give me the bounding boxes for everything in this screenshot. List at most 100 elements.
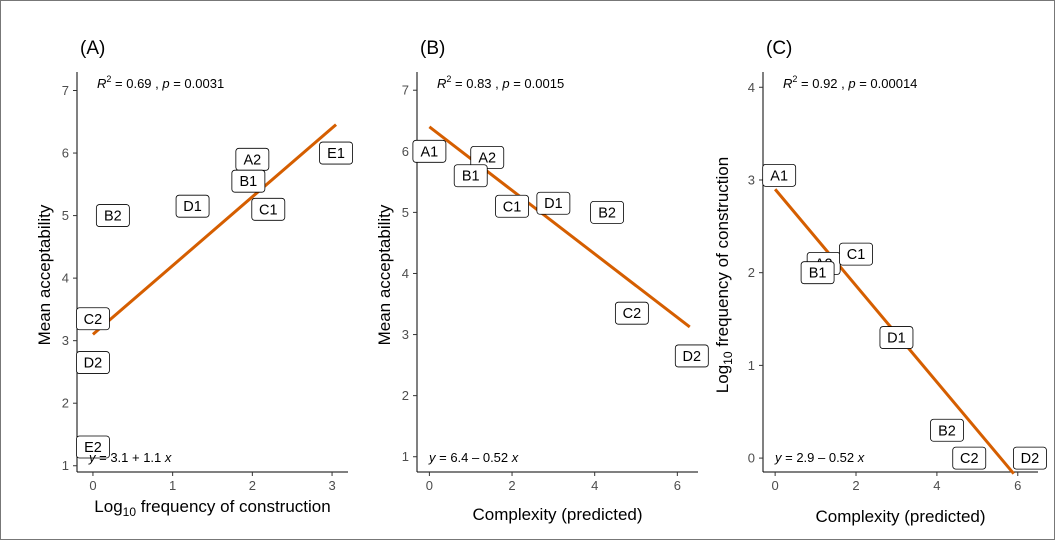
point-text: C2 — [960, 451, 979, 467]
point-text: C2 — [623, 306, 642, 322]
x-tick-label: 4 — [933, 478, 940, 493]
point-text: C1 — [847, 247, 866, 263]
point-box — [319, 141, 353, 165]
y-tick-label: 2 — [62, 396, 69, 411]
point-text: C1 — [259, 202, 278, 218]
point-text: C2 — [84, 312, 103, 328]
x-axis-title: Complexity (predicted) — [815, 507, 985, 526]
point-text: D1 — [887, 331, 906, 347]
panel-label: (B) — [420, 38, 445, 59]
point-label-d2: D2 — [674, 344, 709, 368]
x-tick-label: 4 — [591, 478, 598, 493]
y-tick-label: 3 — [402, 327, 409, 342]
y-axis-title: Mean acceptability — [375, 204, 394, 345]
panel-1: (A) 0 1 2 3 1 2 3 4 5 6 7 Log10 frequency of constru… — [35, 38, 353, 519]
x-tick-label: 6 — [674, 478, 681, 493]
point-box — [76, 307, 110, 331]
y-tick-label: 6 — [62, 146, 69, 161]
point-text: D2 — [1021, 451, 1040, 467]
panel-3: (C) 0 2 4 6 0 1 2 3 4 Complexity (predicted) Log10 … — [713, 38, 1047, 526]
point-label-e1: E1 — [319, 141, 353, 165]
point-text: D2 — [683, 349, 702, 365]
y-tick-label: 5 — [62, 208, 69, 223]
r2-p-annotation: R2 = 0.69 , p = 0.0031 — [97, 74, 224, 91]
point-box — [952, 446, 987, 470]
point-label-c1: C1 — [495, 194, 529, 218]
y-tick-label: 4 — [748, 80, 755, 95]
point-box — [76, 435, 110, 459]
point-box — [674, 344, 709, 368]
x-tick-label: 0 — [426, 478, 433, 493]
point-box — [590, 200, 624, 224]
point-label-a2: A2 — [235, 147, 270, 171]
point-label-b2: B2 — [95, 204, 130, 227]
fit-line — [91, 123, 338, 336]
point-text: B2 — [938, 423, 956, 439]
regression-equation: y = 3.1 + 1.1 x — [88, 450, 172, 465]
point-label-c1: C1 — [839, 242, 873, 266]
y-tick-label: 1 — [62, 458, 69, 473]
point-label-e2: E2 — [76, 435, 110, 459]
point-box — [1013, 446, 1047, 470]
point-label-c1: C1 — [251, 197, 286, 221]
point-text: C1 — [503, 199, 522, 215]
y-tick-label: 2 — [402, 388, 409, 403]
y-tick-label: 3 — [748, 172, 755, 187]
point-text: D2 — [84, 356, 103, 372]
x-tick-label: 3 — [328, 478, 335, 493]
point-box — [495, 194, 529, 218]
x-tick-label: 0 — [772, 478, 779, 493]
point-box — [762, 163, 797, 187]
point-label-a1: A1 — [412, 139, 447, 163]
point-label-a1: A1 — [762, 163, 797, 187]
y-tick-label: 7 — [402, 83, 409, 98]
x-axis-title: Complexity (predicted) — [472, 505, 642, 524]
point-text: D1 — [183, 199, 202, 215]
regression-equation: y = 2.9 – 0.52 x — [774, 450, 865, 465]
y-axis-title: Mean acceptability — [35, 204, 54, 345]
y-tick-label: 1 — [402, 449, 409, 464]
point-text: B2 — [104, 209, 122, 225]
r2-p-annotation: R2 = 0.83 , p = 0.0015 — [437, 74, 564, 91]
x-tick-label: 2 — [249, 478, 256, 493]
point-text: A1 — [421, 144, 439, 160]
point-label-c2: C2 — [614, 301, 649, 325]
y-tick-label: 7 — [62, 83, 69, 98]
y-tick-label: 4 — [402, 266, 409, 281]
point-box — [175, 194, 210, 218]
point-label-b1: B1 — [453, 164, 488, 188]
point-text: E2 — [84, 440, 102, 456]
regression-equation: y = 6.4 – 0.52 x — [428, 450, 519, 465]
point-box — [536, 191, 571, 215]
y-axis-title: Log10 frequency of construction — [713, 157, 735, 393]
x-tick-label: 6 — [1014, 478, 1021, 493]
point-box — [839, 242, 873, 266]
point-box — [95, 204, 130, 227]
point-label-b1: B1 — [800, 261, 835, 285]
point-label-d1: D1 — [175, 194, 210, 218]
point-text: D1 — [544, 196, 563, 212]
x-tick-label: 1 — [169, 478, 176, 493]
fit-line — [428, 125, 691, 329]
point-label-a2: A2 — [470, 146, 505, 169]
panel-label: (C) — [766, 38, 792, 59]
panel-2: (B) 0 2 4 6 1 2 3 4 5 6 7 Complexity (predicted) Mean… — [375, 38, 709, 524]
point-label-d2: D2 — [1013, 446, 1047, 470]
point-label-c2: C2 — [76, 307, 110, 331]
y-tick-label: 1 — [748, 358, 755, 373]
r2-p-annotation: R2 = 0.92 , p = 0.00014 — [783, 74, 917, 91]
point-label-b1: B1 — [231, 169, 266, 193]
point-label-d2: D2 — [76, 351, 110, 374]
point-box — [614, 301, 649, 325]
point-text: A2 — [243, 152, 261, 168]
point-box — [453, 164, 488, 188]
point-text: B1 — [239, 174, 257, 190]
point-text: B1 — [462, 169, 480, 185]
point-text: A2 — [478, 150, 496, 166]
point-text: A1 — [770, 168, 788, 184]
point-text: E1 — [327, 146, 345, 162]
point-label-d1: D1 — [536, 191, 571, 215]
y-tick-label: 5 — [402, 205, 409, 220]
